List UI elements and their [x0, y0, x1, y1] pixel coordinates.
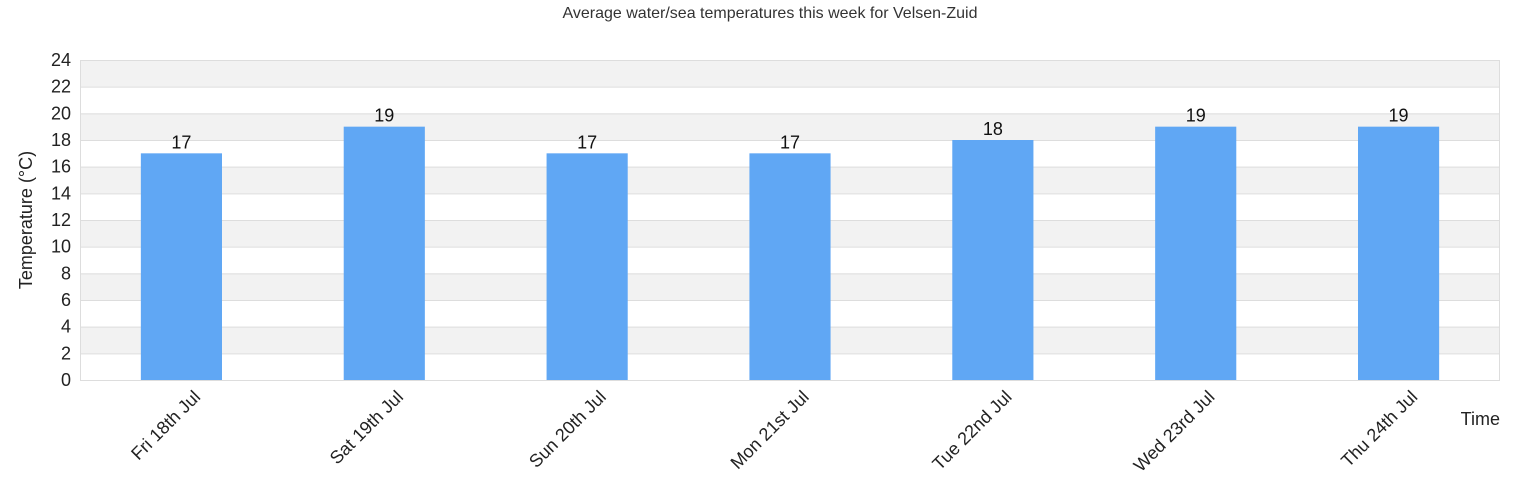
data-label: 17 [577, 132, 597, 152]
y-tick-label: 14 [51, 183, 71, 203]
y-tick-label: 8 [61, 263, 71, 283]
y-tick-label: 10 [51, 237, 71, 257]
bars [140, 126, 1440, 381]
data-labels: 17 19 17 17 18 19 19 [171, 106, 1408, 153]
y-tick-label: 12 [51, 210, 71, 230]
bar [749, 153, 831, 380]
y-tick-label: 4 [61, 317, 71, 337]
bar [140, 153, 222, 380]
y-tick-label: 24 [51, 50, 71, 70]
bar [1358, 126, 1440, 381]
data-label: 19 [1186, 106, 1206, 126]
data-label: 19 [1389, 106, 1409, 126]
y-tick-label: 22 [51, 77, 71, 97]
plot-band [80, 60, 1500, 87]
bar [952, 140, 1034, 380]
x-tick-label: Tue 22nd Jul [928, 387, 1015, 474]
data-label: 18 [983, 119, 1003, 139]
x-tick-label: Mon 21st Jul [727, 387, 813, 473]
x-tick-label: Thu 24th Jul [1337, 387, 1421, 471]
x-axis-title: Time [1461, 409, 1500, 429]
chart-title: Average water/sea temperatures this week… [562, 5, 977, 22]
bar [1155, 126, 1237, 381]
data-label: 19 [374, 106, 394, 126]
x-axis-ticks: Fri 18th Jul Sat 19th Jul Sun 20th Jul Mon … [127, 387, 1421, 476]
y-tick-label: 20 [51, 103, 71, 123]
y-tick-label: 18 [51, 130, 71, 150]
x-tick-label: Sun 20th Jul [525, 387, 610, 472]
y-tick-label: 16 [51, 157, 71, 177]
data-label: 17 [171, 132, 191, 152]
x-tick-label: Sat 19th Jul [326, 387, 407, 468]
bar [343, 126, 425, 381]
y-tick-label: 6 [61, 290, 71, 310]
data-label: 17 [780, 132, 800, 152]
x-tick-label: Fri 18th Jul [127, 387, 204, 464]
y-tick-label: 0 [61, 370, 71, 390]
x-tick-label: Wed 23rd Jul [1130, 387, 1219, 476]
plot-band [80, 113, 1500, 140]
y-tick-label: 2 [61, 343, 71, 363]
bar [546, 153, 628, 380]
y-axis-title: Temperature (°C) [16, 151, 36, 289]
